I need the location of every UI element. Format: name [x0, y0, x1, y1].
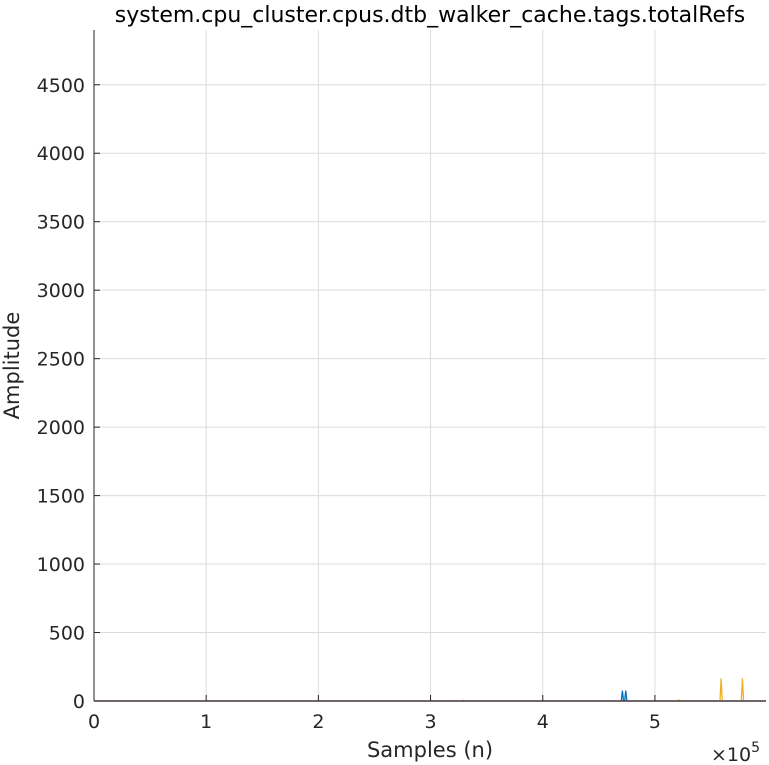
x-tick-label: 2 [312, 711, 324, 733]
x-tick-label: 5 [649, 711, 661, 733]
series-group [94, 678, 766, 702]
grid [94, 30, 766, 701]
x-tick-label: 4 [537, 711, 549, 733]
x-tick-label: 0 [88, 711, 100, 733]
y-tick-label: 500 [49, 623, 85, 645]
y-tick-label: 1000 [37, 554, 85, 576]
series-line-2 [94, 678, 766, 702]
y-ticks: 0 500 1000 1500 2000 2500 3000 3500 4000 4500 [37, 75, 100, 713]
y-tick-label: 3500 [37, 212, 85, 234]
x-axis-multiplier-exponent: 5 [751, 740, 760, 756]
y-tick-label: 4500 [37, 75, 85, 97]
y-tick-label: 0 [73, 691, 85, 713]
x-tick-label: 3 [425, 711, 437, 733]
axes [93, 30, 766, 702]
y-tick-label: 4000 [37, 143, 85, 165]
y-tick-label: 2000 [37, 417, 85, 439]
x-axis-multiplier: ×105 [711, 740, 760, 765]
y-tick-label: 1500 [37, 486, 85, 508]
x-tick-label: 1 [200, 711, 212, 733]
x-axis-multiplier-base: ×10 [711, 744, 751, 765]
chart-title: system.cpu_cluster.cpus.dtb_walker_cache… [115, 3, 745, 28]
x-ticks: 0 1 2 3 4 5 [88, 695, 661, 733]
series-line-1 [94, 690, 766, 702]
y-axis-title: Amplitude [0, 312, 24, 420]
x-axis-title: Samples (n) [367, 738, 493, 762]
y-tick-label: 2500 [37, 349, 85, 371]
y-tick-label: 3000 [37, 280, 85, 302]
